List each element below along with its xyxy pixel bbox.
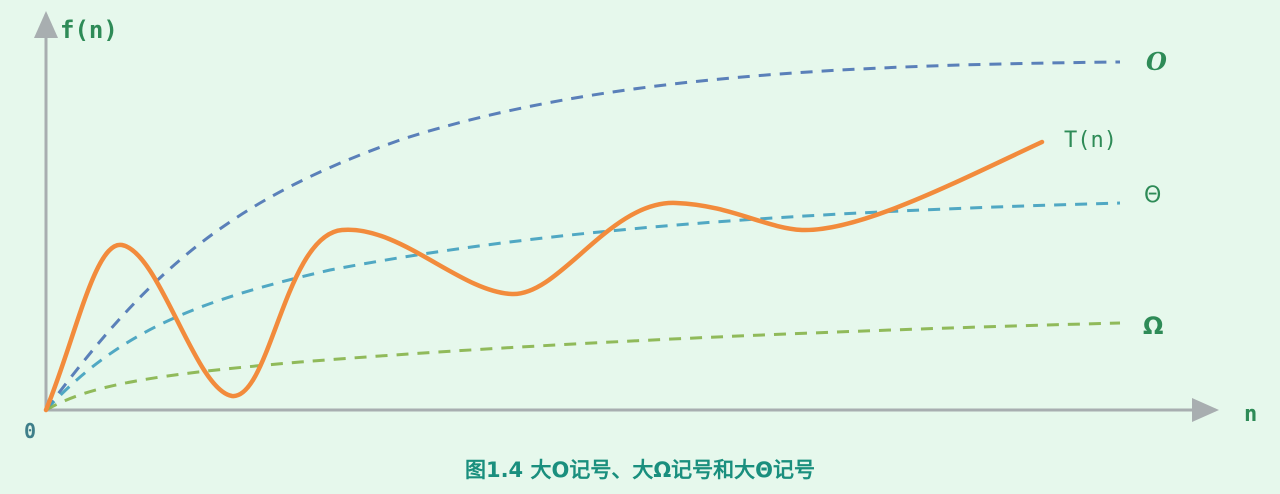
curve-upper-bound [44, 60, 1121, 411]
origin-label: 0 [24, 419, 36, 443]
y-axis-label: f(n) [60, 16, 118, 44]
curve-tight-bound [44, 201, 1121, 412]
curve-lower-bound [45, 321, 1121, 412]
x-axis-label: n [1244, 402, 1257, 427]
curve-actual-tn [43, 139, 1045, 413]
figure-caption: 图1.4 大Ο记号、大Ω记号和大Θ记号 [464, 458, 816, 482]
label-actual-tn: T(n) [1064, 128, 1117, 153]
asymptotic-notation-diagram: f(n) n 0 Ο T(n) Θ Ω [24, 11, 1257, 443]
label-tight-bound: Θ [1144, 183, 1161, 208]
label-upper-bound: Ο [1146, 47, 1167, 76]
label-lower-bound: Ω [1143, 312, 1163, 340]
